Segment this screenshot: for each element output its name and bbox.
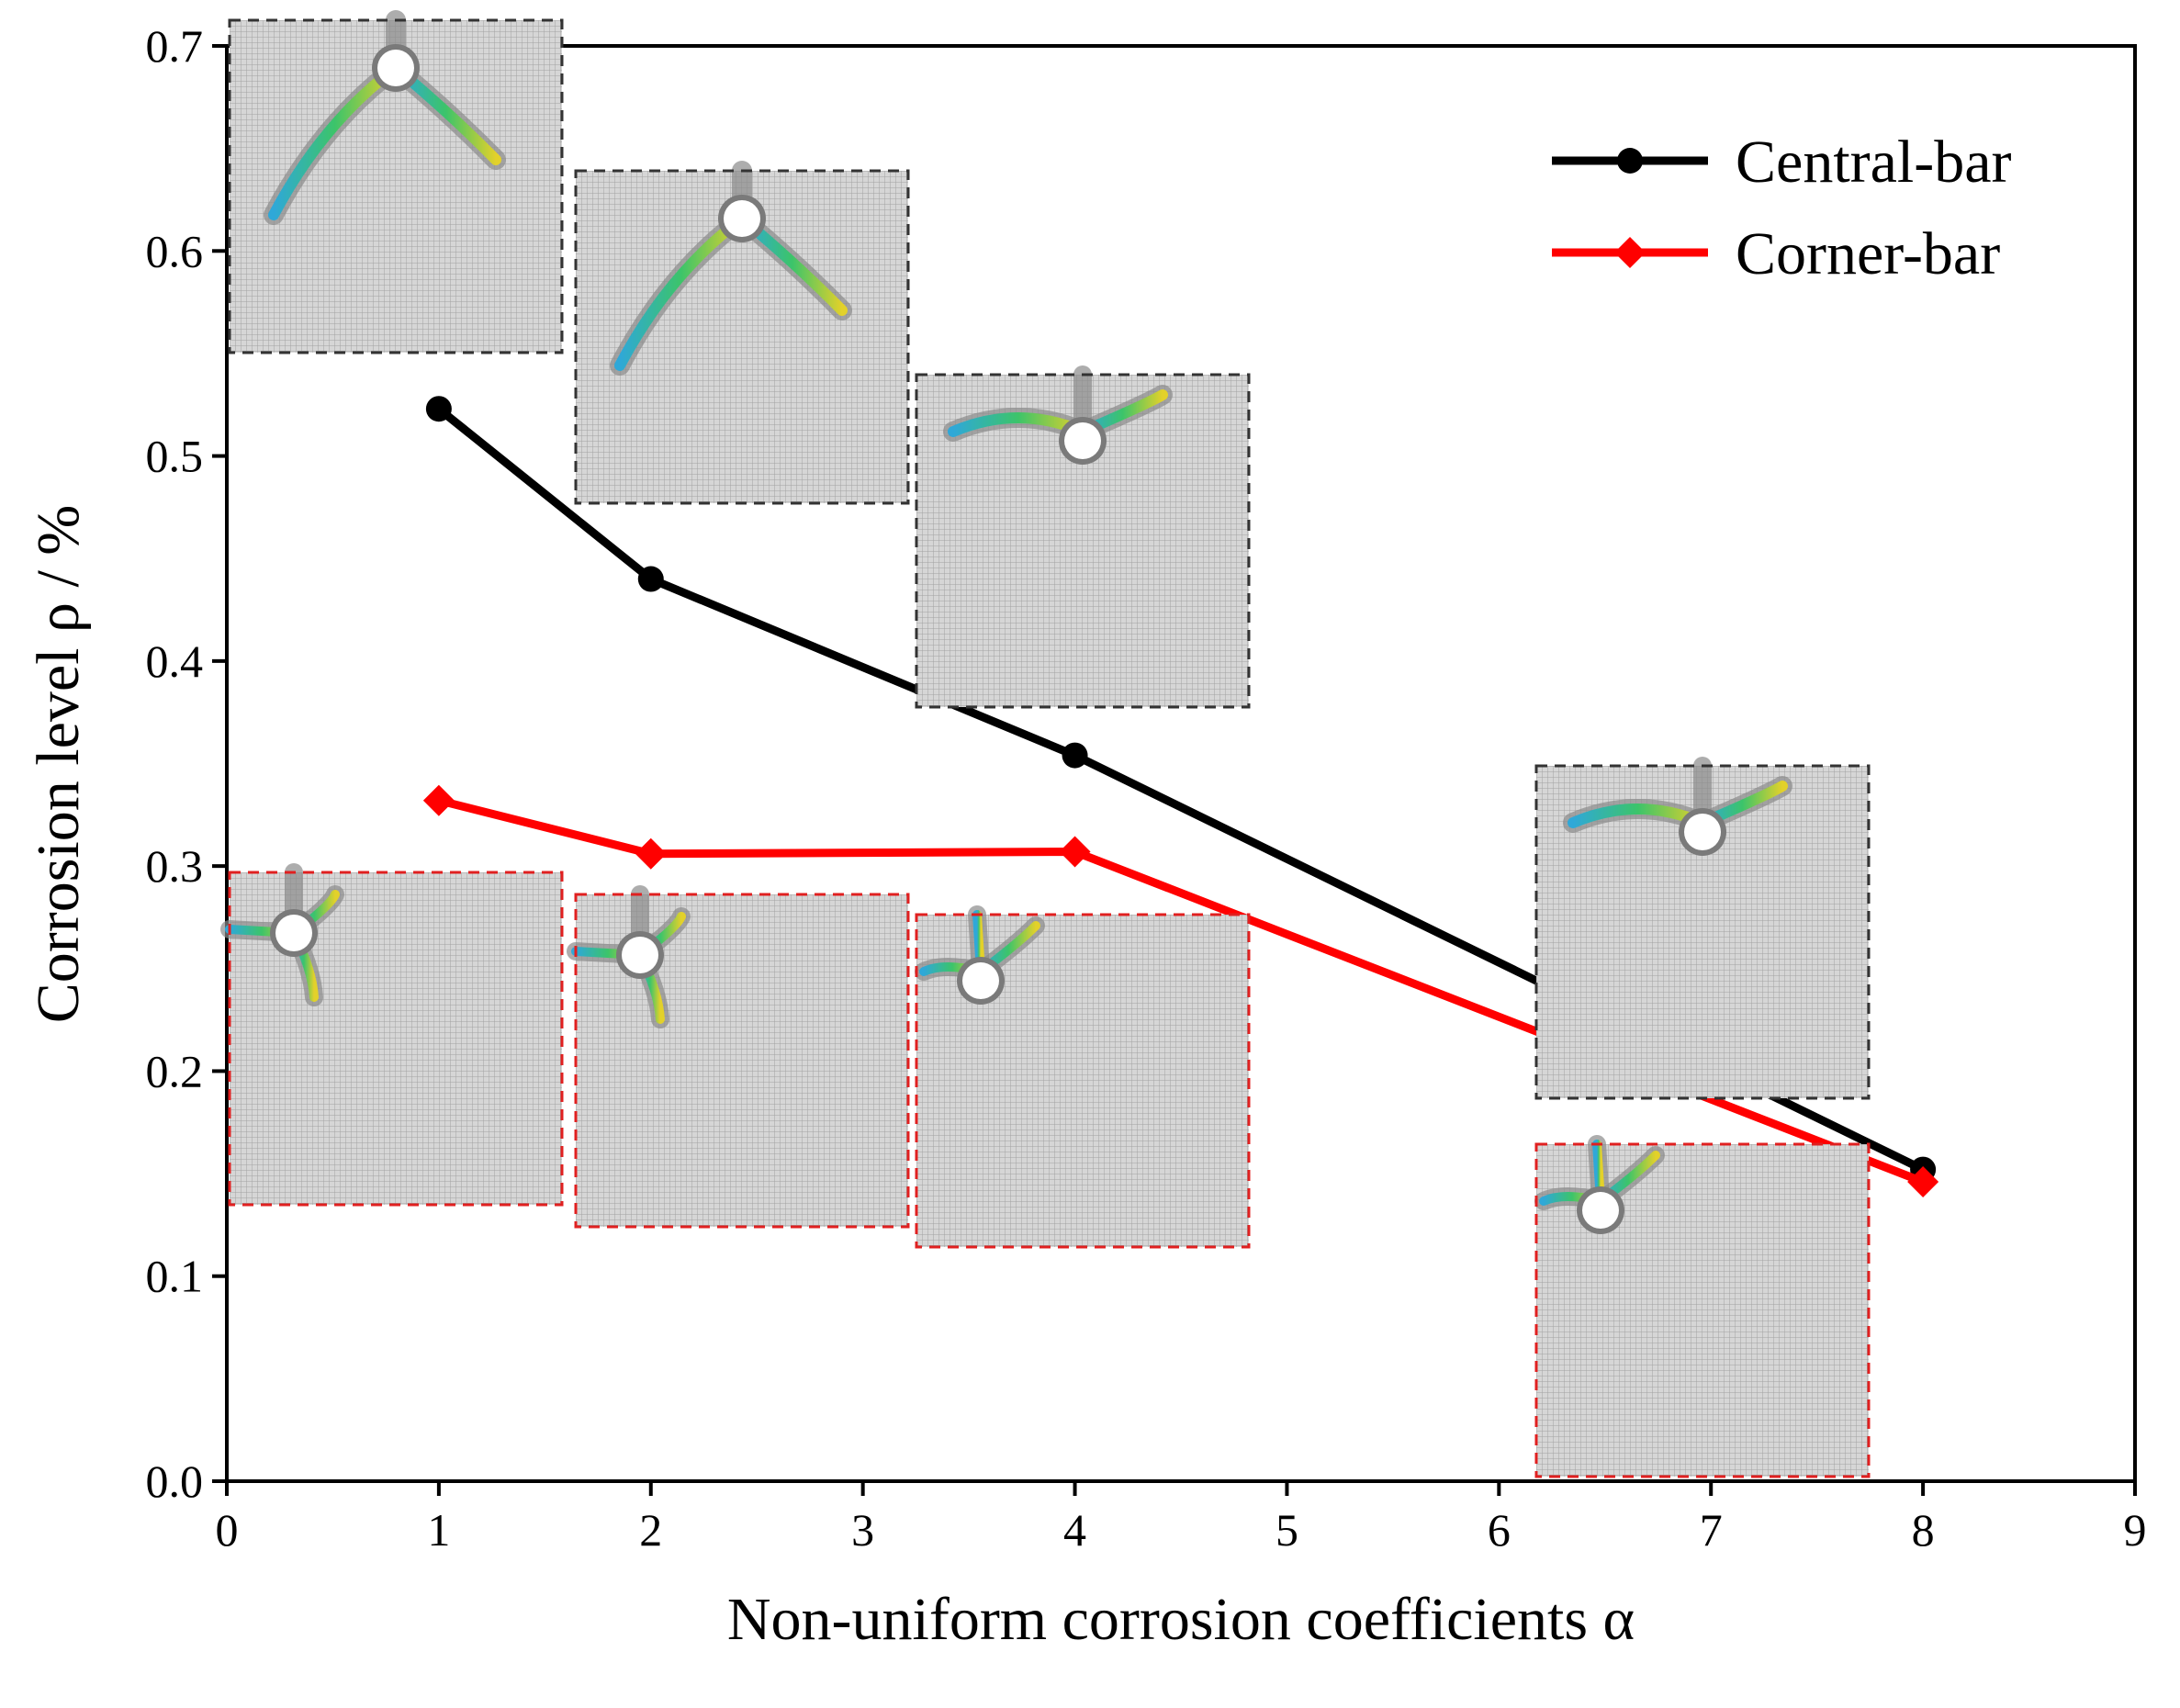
y-tick-label: 0.4 <box>146 635 204 687</box>
y-axis-ticks: 0.0 0.1 0.2 0.3 0.4 0.5 0.6 0.7 <box>146 20 227 1507</box>
rebar-hole <box>724 200 760 237</box>
x-tick-label: 0 <box>216 1504 239 1556</box>
x-tick-label: 4 <box>1063 1504 1086 1556</box>
y-tick-label: 0.6 <box>146 225 204 276</box>
x-tick-label: 5 <box>1275 1504 1298 1556</box>
rebar-hole <box>377 50 414 86</box>
fe-mesh-inset <box>915 365 1251 709</box>
plot-frame <box>225 44 2137 1483</box>
x-tick-label: 6 <box>1488 1504 1511 1556</box>
series-layer <box>422 396 1939 1198</box>
y-tick-label: 0.2 <box>146 1045 204 1096</box>
legend-label-corner-bar: Corner-bar <box>1736 220 2000 287</box>
legend-marker-corner-bar <box>1614 237 1646 268</box>
legend-marker-central-bar <box>1617 148 1643 174</box>
y-tick-label: 0.3 <box>146 840 204 892</box>
legend-label-central-bar: Central-bar <box>1736 129 2012 196</box>
y-tick-label: 0.5 <box>146 431 204 482</box>
x-tick-label: 1 <box>427 1504 450 1556</box>
x-tick-label: 8 <box>1912 1504 1935 1556</box>
y-tick-label: 0.1 <box>146 1251 204 1302</box>
rebar-hole <box>622 937 658 973</box>
fe-mesh-inset <box>1534 1135 1871 1478</box>
legend: Central-bar Corner-bar <box>1552 129 2012 287</box>
data-point-corner-bar <box>635 837 667 870</box>
data-point-corner-bar <box>422 784 455 816</box>
inset-border <box>915 913 1251 1249</box>
legend-entry-corner-bar: Corner-bar <box>1552 220 2000 287</box>
y-tick-label: 0.7 <box>146 20 204 72</box>
fe-mesh-inset <box>915 905 1251 1249</box>
inset-border <box>228 18 564 354</box>
fe-mesh-inset <box>574 161 910 505</box>
data-point-corner-bar <box>1907 1166 1939 1198</box>
legend-entry-central-bar: Central-bar <box>1552 129 2012 196</box>
data-point-central-bar <box>637 566 664 592</box>
inset-border <box>574 893 910 1229</box>
rebar-hole <box>275 915 312 951</box>
inset-layer <box>220 10 1871 1478</box>
x-tick-label: 7 <box>1700 1504 1723 1556</box>
rebar-hole <box>1684 814 1721 850</box>
inset-border <box>228 871 564 1207</box>
inset-border <box>1534 1142 1871 1478</box>
x-tick-label: 2 <box>639 1504 662 1556</box>
x-tick-label: 9 <box>2124 1504 2147 1556</box>
x-axis-ticks: 0 1 2 3 4 5 6 7 8 9 <box>216 1481 2147 1556</box>
rebar-hole <box>1582 1192 1619 1229</box>
rebar-hole <box>1064 422 1101 459</box>
data-point-central-bar <box>425 396 452 422</box>
fe-mesh-inset <box>1534 757 1871 1100</box>
data-point-corner-bar <box>1059 836 1091 868</box>
data-point-central-bar <box>1062 742 1088 769</box>
rebar-hole <box>962 962 999 999</box>
y-axis-title: Corrosion level ρ / % <box>25 505 92 1024</box>
y-tick-label: 0.0 <box>146 1455 204 1507</box>
x-tick-label: 3 <box>851 1504 874 1556</box>
series-line-central-bar <box>436 405 1926 1174</box>
inset-border <box>574 169 910 505</box>
x-axis-title: Non-uniform corrosion coefficients α <box>727 1586 1635 1653</box>
inset-border <box>915 373 1251 709</box>
fe-mesh-inset <box>220 863 564 1207</box>
inset-border <box>1534 764 1871 1100</box>
fe-mesh-inset <box>567 885 910 1229</box>
fe-mesh-inset <box>228 10 564 354</box>
series-line-corner-bar <box>437 796 1925 1186</box>
